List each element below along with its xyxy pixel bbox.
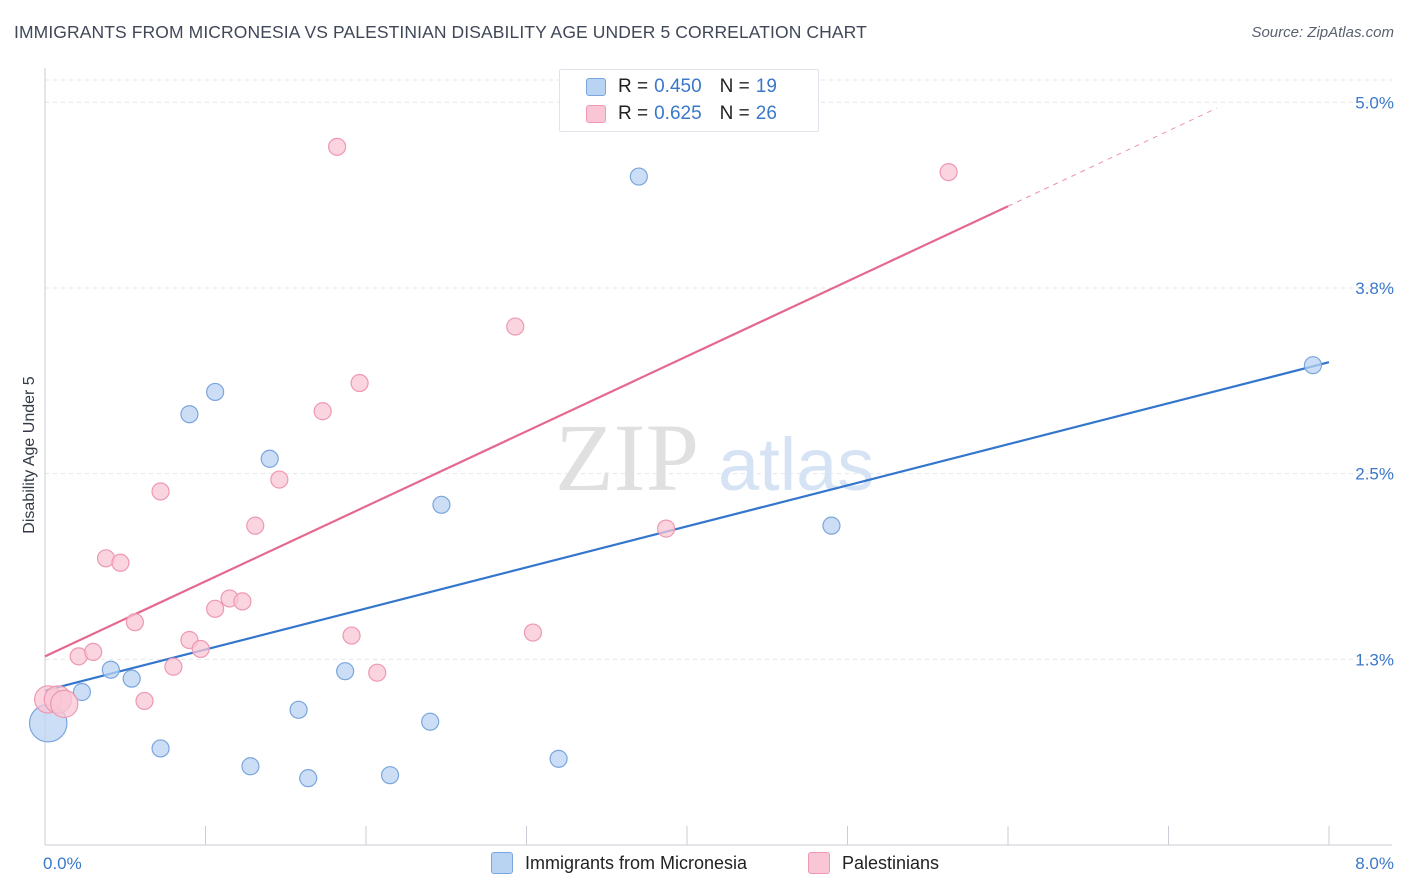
data-point-micronesia [151, 739, 170, 758]
data-point-micronesia [549, 749, 568, 768]
bottom-legend-item-palestinians: Palestinians [808, 852, 939, 874]
data-point-micronesia [289, 700, 308, 719]
x-tick-label: 0.0% [43, 854, 82, 873]
y-tick-label: 2.5% [1355, 465, 1394, 484]
bottom-legend: Immigrants from Micronesia Palestinians [0, 852, 1406, 876]
data-point-palestinians [246, 516, 265, 535]
data-point-palestinians [151, 482, 170, 501]
trend-line-palestinians [44, 205, 1009, 658]
bottom-legend-swatch-pink [808, 852, 830, 874]
tick-labels: 1.3% 2.5% 3.8% 5.0% 0.0% 8.0% [43, 93, 1394, 873]
legend-r-value: 0.625 [654, 103, 702, 124]
legend-n-value: 26 [755, 103, 777, 124]
y-tick-label: 3.8% [1355, 279, 1394, 298]
data-point-micronesia [336, 662, 355, 681]
trend-line-micronesia [44, 361, 1330, 692]
watermark-atlas: atlas [718, 423, 874, 506]
data-point-palestinians [350, 373, 369, 393]
data-point-micronesia [380, 766, 400, 785]
legend-n-label: N = [719, 103, 750, 124]
y-tick-label: 1.3% [1355, 650, 1394, 669]
data-point-micronesia [299, 769, 318, 788]
trend-lines [44, 107, 1330, 692]
data-point-micronesia [1303, 356, 1323, 375]
data-point-micronesia [421, 712, 440, 731]
source-label: Source: ZipAtlas.com [1251, 24, 1394, 41]
data-point-palestinians [125, 613, 144, 632]
data-point-micronesia [629, 167, 648, 186]
data-point-palestinians [313, 402, 332, 421]
legend-row-micronesia: R = 0.450 N = 19 [586, 75, 777, 99]
data-point-palestinians [206, 599, 225, 618]
legend-n-label: N = [719, 76, 750, 97]
legend-row-palestinians: R = 0.625 N = 26 [586, 102, 777, 126]
grid-lines [45, 79, 1392, 660]
y-tick-label: 5.0% [1355, 93, 1394, 112]
data-point-micronesia [432, 495, 451, 514]
data-point-palestinians [164, 657, 183, 676]
legend-n-value: 19 [755, 76, 777, 97]
data-point-palestinians [523, 623, 543, 642]
data-point-micronesia [72, 682, 92, 702]
data-point-palestinians [111, 553, 130, 572]
bottom-legend-swatch-blue [491, 852, 513, 874]
data-point-micronesia [241, 757, 260, 776]
legend-r-label: R = [618, 76, 649, 97]
data-point-palestinians [939, 162, 958, 182]
data-point-palestinians [191, 639, 210, 659]
data-point-palestinians [233, 592, 252, 611]
legend-r-label: R = [618, 103, 649, 124]
data-point-palestinians [84, 642, 103, 661]
watermark-zip: ZIP [555, 404, 699, 511]
data-point-micronesia [122, 669, 141, 688]
data-point-palestinians [368, 663, 387, 682]
data-point-palestinians [328, 137, 347, 156]
legend-r-value: 0.450 [654, 76, 702, 97]
data-point-palestinians [50, 689, 79, 719]
chart-title: IMMIGRANTS FROM MICRONESIA VS PALESTINIA… [14, 22, 867, 42]
data-point-palestinians [342, 626, 361, 645]
data-point-micronesia [206, 382, 225, 402]
watermark: ZIP atlas [555, 404, 874, 511]
bottom-legend-label: Immigrants from Micronesia [525, 852, 748, 873]
x-tick-label: 8.0% [1355, 854, 1394, 873]
legend-swatch-blue [586, 78, 606, 96]
data-point-palestinians [135, 691, 154, 711]
data-point-micronesia [260, 449, 279, 468]
legend: R = 0.450 N = 19 R = 0.625 N = 26 [559, 69, 819, 132]
trend-line-extension [1007, 107, 1217, 207]
bottom-legend-item-micronesia: Immigrants from Micronesia [491, 852, 747, 874]
data-point-palestinians [270, 470, 289, 489]
data-point-palestinians [657, 519, 676, 538]
legend-swatch-pink [586, 105, 606, 123]
data-point-micronesia [180, 405, 199, 424]
data-point-palestinians [506, 317, 525, 336]
data-point-micronesia [822, 516, 841, 535]
data-points [28, 137, 1323, 788]
data-point-micronesia [101, 660, 120, 679]
bottom-legend-label: Palestinians [842, 852, 940, 873]
